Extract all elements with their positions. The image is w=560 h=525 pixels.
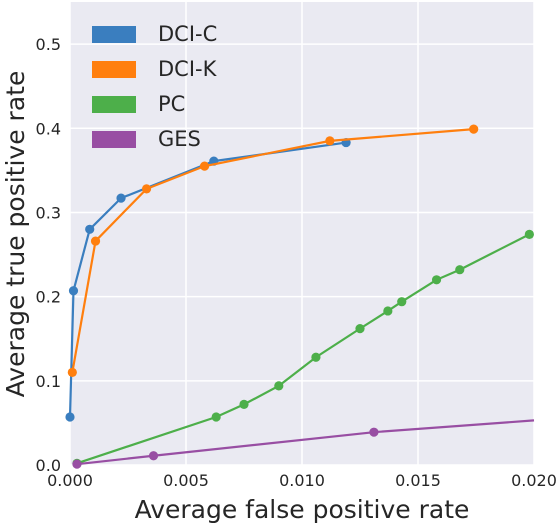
data-point — [199, 161, 210, 171]
y-tick-label: 0.3 — [36, 203, 61, 222]
x-tick-label: 0.000 — [47, 471, 93, 490]
data-point — [67, 367, 77, 377]
data-point — [397, 297, 407, 307]
series-dci-k — [67, 124, 479, 377]
data-point — [455, 265, 465, 275]
legend-swatch-pc — [92, 96, 136, 113]
legend-label-pc: PC — [158, 92, 185, 116]
y-tick-label: 0.1 — [36, 372, 61, 391]
y-tick-label: 0.0 — [36, 456, 61, 475]
data-point — [524, 229, 534, 239]
series-line-dci-k — [71, 128, 474, 373]
data-point — [85, 224, 95, 234]
data-point — [90, 236, 101, 246]
tick-labels: 0.000 0.005 0.010 0.015 0.020 0.0 0.1 0.2 0.3 0.4… — [36, 35, 557, 490]
y-tick-label: 0.5 — [36, 35, 61, 54]
series-ges — [72, 419, 535, 469]
data-point — [72, 459, 82, 469]
x-tick-label: 0.020 — [511, 471, 557, 490]
data-point — [369, 427, 379, 437]
data-point — [211, 412, 221, 422]
legend-label-dci-k: DCI-K — [158, 57, 218, 81]
series-line-ges — [76, 419, 535, 466]
series-line-dci-c — [68, 141, 347, 418]
data-point — [116, 193, 126, 203]
legend-swatch-dci-c — [92, 26, 136, 43]
grid-lines — [69, 2, 535, 466]
data-point — [141, 184, 152, 194]
x-tick-label: 0.005 — [163, 471, 209, 490]
data-point — [355, 324, 365, 334]
legend: DCI-C DCI-K PC GES — [92, 22, 218, 151]
data-point — [311, 352, 321, 362]
x-tick-label: 0.010 — [279, 471, 325, 490]
data-point — [239, 399, 249, 409]
legend-swatch-dci-k — [92, 61, 136, 78]
y-tick-label: 0.2 — [36, 288, 61, 307]
data-point — [68, 286, 79, 296]
data-point — [274, 381, 284, 391]
legend-swatch-ges — [92, 131, 136, 148]
data-point — [383, 306, 393, 316]
y-axis-label: Average true positive rate — [1, 71, 30, 398]
legend-label-dci-c: DCI-C — [158, 22, 217, 46]
data-point — [431, 275, 442, 285]
x-axis-label: Average false positive rate — [135, 495, 470, 524]
y-tick-label: 0.4 — [36, 119, 61, 138]
series-dci-c — [65, 137, 351, 422]
data-point — [469, 124, 479, 134]
x-tick-label: 0.015 — [395, 471, 441, 490]
data-point — [65, 412, 75, 422]
series-layer — [65, 124, 535, 469]
legend-label-ges: GES — [158, 127, 201, 151]
data-point — [325, 136, 335, 146]
data-point — [148, 451, 159, 461]
